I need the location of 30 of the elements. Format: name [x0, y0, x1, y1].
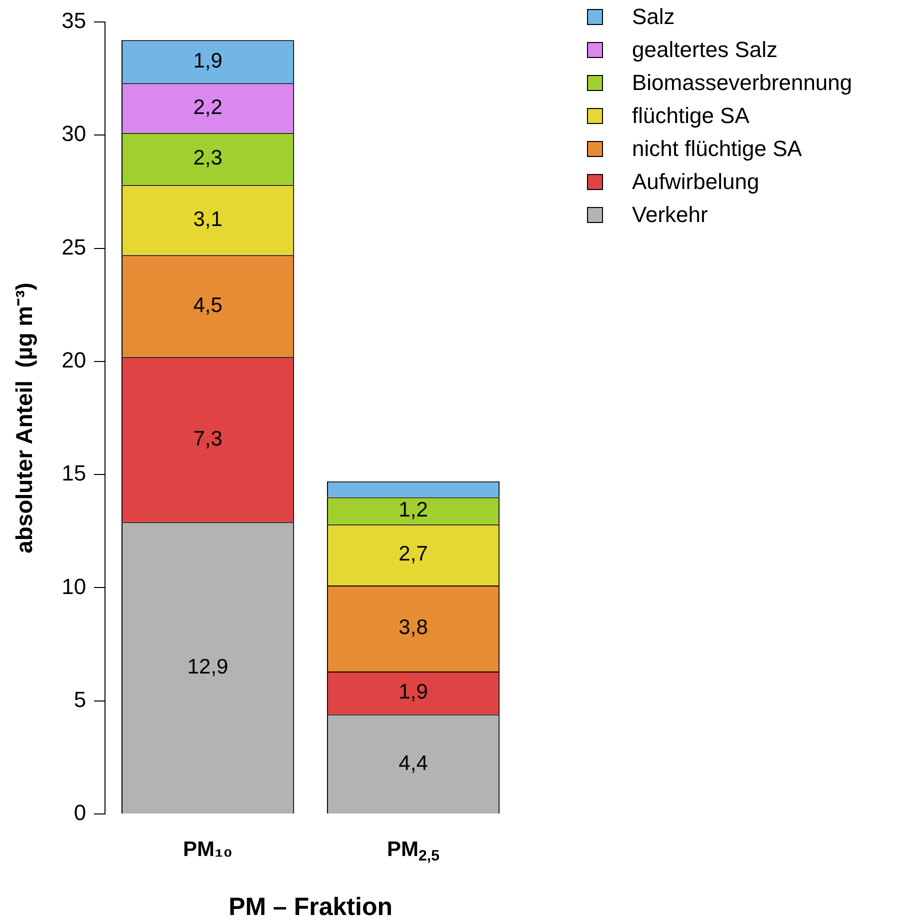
- y-tick-label: 35: [62, 8, 86, 34]
- data-label: 3,8: [398, 616, 428, 640]
- legend-label: Biomasseverbrennung: [632, 70, 852, 96]
- data-label: 1,9: [398, 680, 428, 704]
- data-label: 1,2: [398, 498, 428, 522]
- legend-label: gealtertes Salz: [632, 37, 778, 62]
- y-tick-label: 20: [62, 347, 86, 372]
- legend-label: Salz: [632, 4, 675, 30]
- y-tick-label: 5: [74, 686, 86, 712]
- legend-label: Aufwirbelung: [632, 169, 760, 194]
- x-axis-title: PM – Fraktion: [228, 892, 392, 921]
- y-tick-label: 30: [62, 121, 86, 146]
- data-label: 3,1: [193, 208, 222, 231]
- x-tick-label: PM₁₀: [182, 838, 233, 861]
- y-axis-title: absoluter Anteil (µg m⁻³): [11, 282, 38, 554]
- legend-label: Verkehr: [632, 202, 708, 228]
- legend-label: nicht flüchtige SA: [632, 136, 802, 162]
- data-label: 12,9: [187, 656, 228, 679]
- data-label: 2,3: [193, 146, 222, 170]
- data-label: 4,4: [398, 752, 428, 775]
- data-label: 2,7: [398, 542, 428, 566]
- y-tick-label: 0: [74, 800, 86, 826]
- y-tick-label: 25: [62, 234, 86, 260]
- y-tick-label: 15: [62, 460, 86, 486]
- data-label: 7,3: [193, 427, 222, 450]
- y-tick-label: 10: [62, 574, 86, 599]
- legend-label: flüchtige SA: [632, 103, 750, 128]
- data-label: 2,2: [193, 96, 222, 119]
- data-label: 1,9: [193, 49, 222, 72]
- data-label: 4,5: [193, 294, 222, 317]
